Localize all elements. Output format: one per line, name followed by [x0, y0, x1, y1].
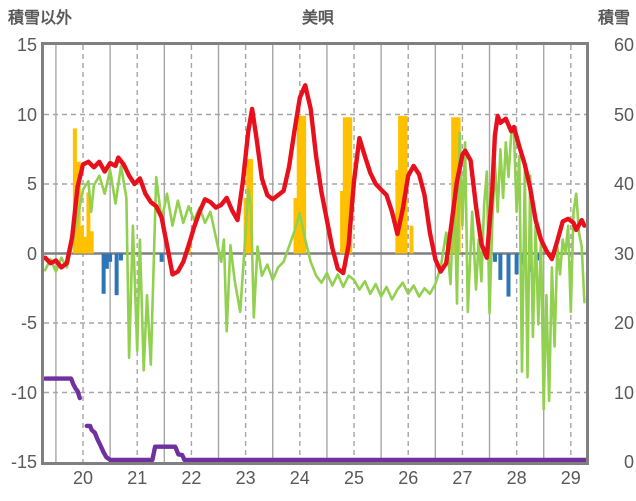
right-axis-tick: 60 [613, 35, 634, 55]
plot-area [41, 42, 589, 465]
x-axis-tick: 26 [398, 468, 419, 488]
purple-line-snow-depth [84, 423, 586, 462]
x-axis-tick: 29 [560, 468, 581, 488]
left-axis-tick: -5 [20, 313, 37, 333]
x-axis-tick: 21 [127, 468, 148, 488]
x-axis-tick: 22 [181, 468, 202, 488]
green-line [44, 128, 586, 411]
bar [104, 253, 109, 269]
purple-line-snow-depth [44, 376, 82, 401]
x-axis-tick: 28 [506, 468, 527, 488]
right-axis-tick: 10 [613, 382, 634, 403]
bar [72, 128, 77, 254]
chart-title: 美唄 [301, 10, 334, 27]
x-axis-tick: 20 [73, 468, 94, 488]
x-axis-tick: 23 [235, 468, 256, 488]
right-axis-tick: 50 [613, 104, 634, 125]
bar [345, 117, 350, 254]
bar [83, 236, 88, 254]
bar [159, 253, 164, 262]
bar [340, 190, 345, 254]
x-axis-tick: 27 [452, 468, 473, 488]
bar [79, 225, 84, 254]
x-axis-tick: 25 [344, 468, 365, 488]
bar [409, 225, 414, 254]
orange-bars-series [72, 115, 461, 254]
left-axis-tick: -10 [10, 382, 37, 403]
bar [520, 253, 525, 265]
right-axis-tick: 20 [613, 313, 634, 333]
left-axis-tick: 0 [26, 243, 37, 264]
red-line [44, 83, 586, 277]
left-axis-tick: -15 [10, 452, 37, 472]
bar [395, 170, 400, 254]
bar [492, 253, 497, 262]
bar [299, 115, 304, 254]
right-axis-tick: 40 [613, 174, 634, 194]
bar [342, 117, 347, 254]
bar [348, 117, 353, 254]
left-axis-tick: 5 [26, 174, 37, 194]
bar [108, 253, 113, 262]
bar [296, 115, 301, 254]
chart-canvas [44, 45, 586, 462]
left-axis-title: 積雪以外 [8, 10, 73, 27]
left-axis-tick: 15 [16, 35, 37, 55]
bar [398, 115, 403, 254]
left-axis-tick: 10 [16, 104, 37, 125]
bar [118, 253, 123, 261]
bar [498, 253, 503, 280]
right-axis-title: 積雪 [597, 10, 630, 27]
bar [302, 115, 307, 254]
bar [514, 253, 519, 275]
bar [114, 253, 119, 296]
bar [536, 253, 541, 261]
bar [89, 231, 94, 254]
bar [400, 115, 405, 254]
bar [506, 253, 511, 297]
right-axis-tick: 30 [613, 243, 634, 264]
x-axis-tick: 24 [289, 468, 310, 488]
bar [101, 253, 106, 294]
right-axis-tick: 0 [623, 452, 634, 472]
bar [86, 192, 91, 254]
